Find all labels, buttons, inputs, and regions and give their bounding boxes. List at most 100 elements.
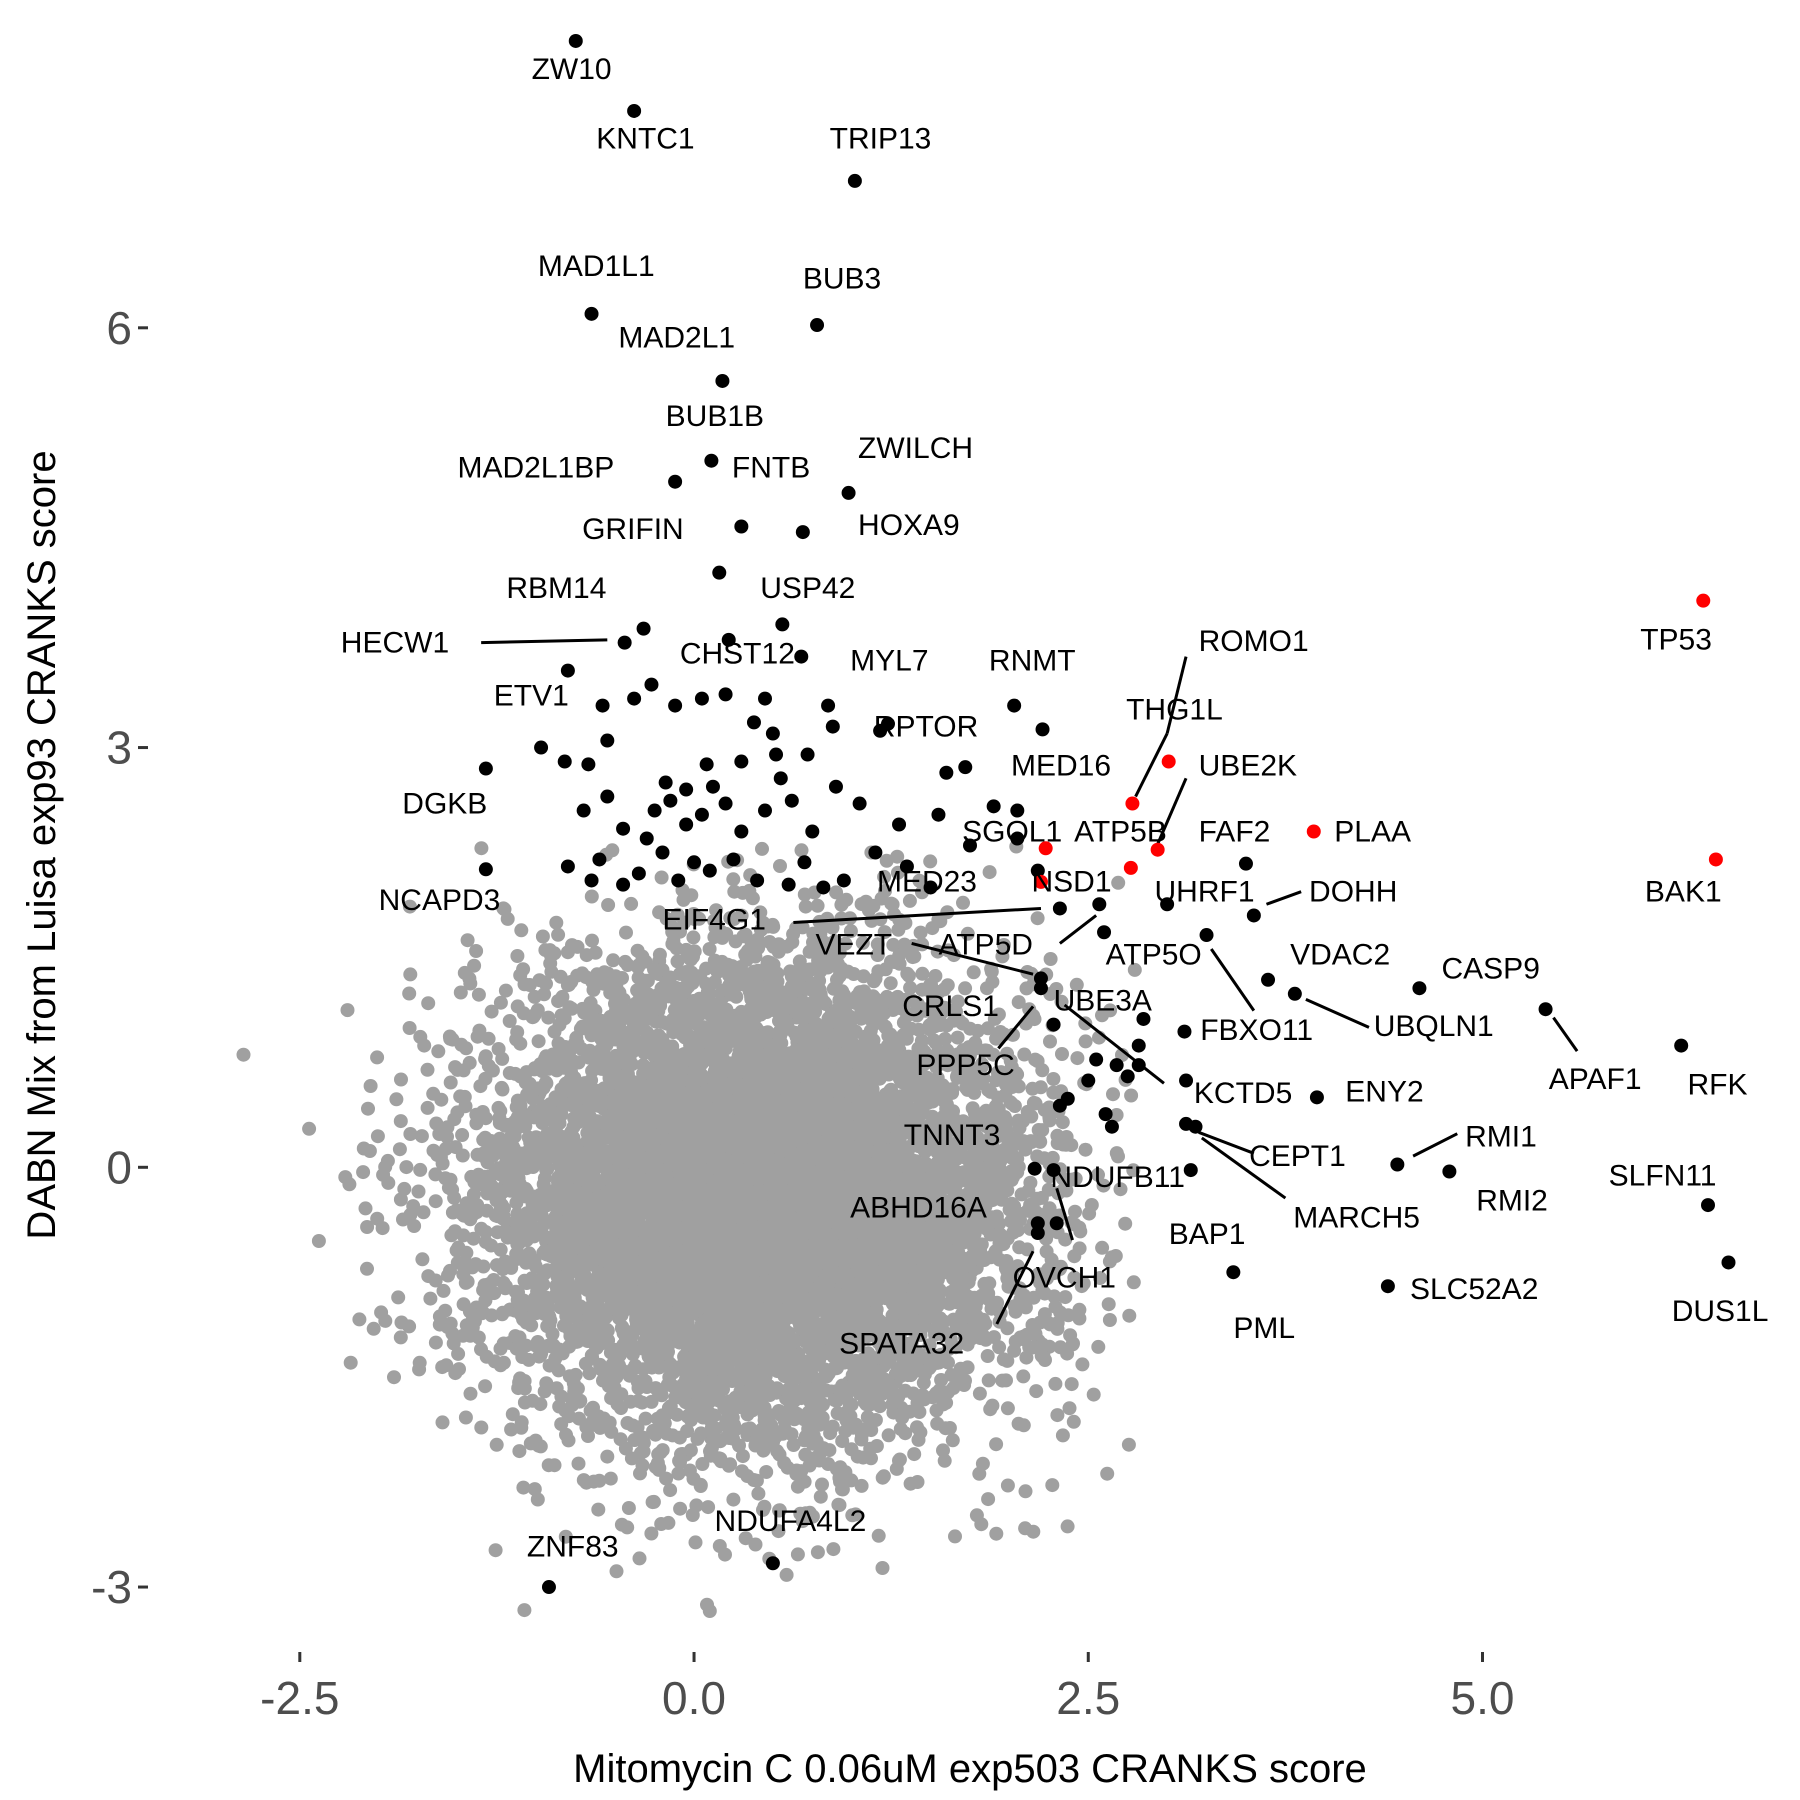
background-point bbox=[810, 898, 825, 913]
background-point bbox=[889, 1461, 904, 1476]
background-point bbox=[428, 1335, 443, 1350]
background-point bbox=[517, 1395, 532, 1410]
background-point bbox=[974, 1517, 989, 1532]
background-point bbox=[1086, 1387, 1101, 1402]
background-point bbox=[1060, 1519, 1075, 1534]
background-point bbox=[366, 1321, 381, 1336]
background-point bbox=[342, 1177, 357, 1192]
background-point bbox=[1121, 1437, 1136, 1452]
background-point bbox=[1091, 1167, 1105, 1182]
background-point bbox=[966, 965, 981, 980]
background-point bbox=[362, 1144, 377, 1158]
background-point bbox=[488, 1543, 503, 1558]
background-point bbox=[402, 1319, 417, 1334]
background-point bbox=[535, 929, 550, 944]
background-point bbox=[403, 967, 418, 982]
background-point bbox=[680, 1424, 695, 1438]
background-point bbox=[1118, 1216, 1133, 1231]
background-point bbox=[701, 1500, 716, 1515]
background-point bbox=[673, 1501, 688, 1516]
background-point bbox=[688, 1535, 703, 1550]
background-point bbox=[435, 1415, 450, 1430]
background-point bbox=[455, 1128, 470, 1142]
background-point bbox=[1075, 1357, 1090, 1372]
background-point bbox=[393, 1192, 408, 1207]
background-point bbox=[875, 1561, 890, 1575]
background-point bbox=[960, 1360, 975, 1375]
background-point bbox=[870, 947, 885, 962]
background-point bbox=[727, 884, 742, 899]
background-point bbox=[443, 1075, 458, 1090]
background-point bbox=[1018, 1484, 1033, 1499]
background-point bbox=[469, 944, 484, 958]
background-point bbox=[413, 1162, 428, 1177]
background-point bbox=[402, 1021, 417, 1035]
background-point bbox=[584, 889, 599, 904]
background-point bbox=[403, 1127, 418, 1141]
background-point bbox=[531, 1034, 546, 1049]
background-point bbox=[474, 841, 489, 856]
background-point bbox=[1055, 1047, 1069, 1061]
background-point bbox=[1055, 1115, 1070, 1130]
background-point bbox=[460, 1274, 475, 1289]
background-point bbox=[428, 1194, 443, 1209]
background-points bbox=[236, 839, 1142, 1618]
background-point bbox=[393, 1330, 408, 1345]
background-point bbox=[420, 1100, 435, 1115]
background-point bbox=[512, 1444, 527, 1459]
background-point bbox=[786, 1438, 801, 1452]
background-point bbox=[1078, 1034, 1093, 1049]
background-point bbox=[790, 1479, 805, 1494]
background-point bbox=[980, 1349, 995, 1363]
background-point bbox=[606, 953, 621, 968]
background-point bbox=[663, 1483, 678, 1498]
background-point bbox=[356, 1165, 371, 1180]
background-point bbox=[902, 893, 917, 908]
background-point bbox=[618, 954, 633, 969]
background-point bbox=[493, 995, 508, 1010]
background-point bbox=[533, 1397, 548, 1412]
background-point bbox=[1070, 1051, 1085, 1066]
background-point bbox=[603, 1471, 618, 1486]
background-point bbox=[416, 1205, 431, 1220]
background-point bbox=[632, 1551, 647, 1566]
background-point bbox=[585, 933, 599, 948]
background-point bbox=[423, 1291, 438, 1306]
background-point bbox=[735, 1449, 750, 1464]
background-point bbox=[558, 1529, 573, 1544]
background-point bbox=[877, 869, 892, 884]
background-point bbox=[1029, 1384, 1044, 1399]
background-point bbox=[619, 925, 633, 940]
background-point bbox=[391, 1290, 406, 1305]
background-point bbox=[478, 1235, 493, 1250]
background-point bbox=[502, 1066, 517, 1080]
background-point bbox=[392, 1142, 407, 1157]
background-point bbox=[420, 1062, 435, 1077]
background-point bbox=[236, 1047, 251, 1062]
background-point bbox=[514, 923, 529, 938]
background-point bbox=[1067, 1249, 1082, 1264]
background-point bbox=[960, 926, 975, 941]
background-point bbox=[517, 977, 532, 992]
background-point bbox=[751, 1486, 766, 1501]
background-point bbox=[671, 1466, 686, 1481]
background-point bbox=[620, 1520, 635, 1535]
background-point bbox=[923, 854, 938, 869]
background-point bbox=[516, 962, 531, 977]
background-point bbox=[358, 1201, 373, 1216]
background-point bbox=[956, 895, 970, 910]
background-point bbox=[1109, 1146, 1124, 1161]
background-point bbox=[779, 1567, 794, 1582]
background-point bbox=[659, 1471, 674, 1486]
background-point bbox=[813, 1489, 828, 1504]
background-point bbox=[907, 1447, 922, 1462]
background-point bbox=[905, 950, 920, 965]
background-point bbox=[505, 1407, 520, 1422]
background-point bbox=[609, 1564, 624, 1579]
background-point bbox=[1062, 1401, 1077, 1416]
background-point bbox=[514, 1420, 529, 1435]
background-point bbox=[360, 1261, 374, 1276]
background-point bbox=[360, 1220, 375, 1234]
background-point bbox=[363, 1079, 378, 1093]
